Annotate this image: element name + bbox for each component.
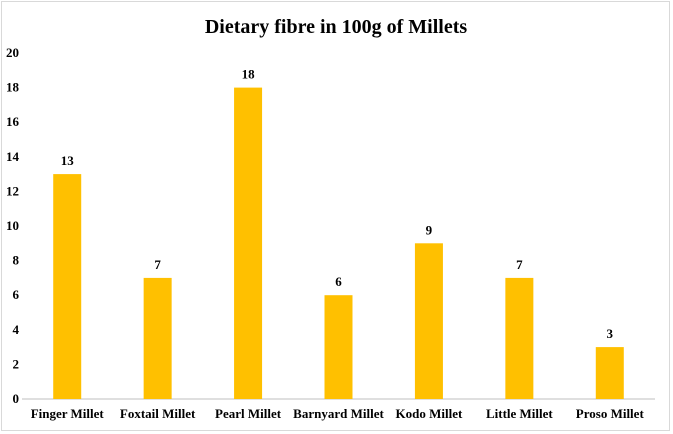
y-tick-label: 12 [6, 183, 19, 198]
y-tick-label: 14 [6, 149, 20, 164]
data-label: 13 [61, 153, 75, 168]
y-tick-label: 18 [6, 80, 20, 95]
bar [143, 277, 172, 399]
y-tick-label: 10 [6, 218, 19, 233]
data-label: 7 [154, 257, 161, 272]
category-label: Pearl Millet [215, 406, 282, 421]
bar [414, 243, 443, 399]
y-tick-label: 0 [13, 391, 20, 406]
y-tick-label: 2 [13, 356, 20, 371]
chart-title: Dietary fibre in 100g of Millets [205, 16, 468, 38]
category-label: Foxtail Millet [120, 406, 196, 421]
category-label: Proso Millet [576, 406, 645, 421]
data-label: 9 [426, 222, 433, 237]
y-tick-label: 16 [6, 114, 20, 129]
y-tick-label: 20 [6, 45, 19, 60]
y-tick-label: 4 [13, 322, 20, 337]
bar [595, 347, 624, 399]
y-axis-ticks: 0 2 4 6 8 10 12 14 16 18 20 [6, 45, 20, 406]
category-labels: Finger Millet Foxtail Millet Pearl Millet B… [31, 406, 645, 421]
bar [324, 295, 353, 399]
category-label: Barnyard Millet [293, 406, 384, 421]
y-tick-label: 8 [13, 253, 20, 268]
bar [505, 277, 534, 399]
bar [234, 87, 263, 399]
data-label: 7 [516, 257, 523, 272]
category-label: Finger Millet [31, 406, 105, 421]
y-tick-label: 6 [13, 287, 20, 302]
bar [53, 174, 82, 399]
bars [53, 87, 624, 399]
data-label: 18 [242, 67, 256, 82]
category-label: Kodo Millet [396, 406, 463, 421]
data-labels: 13 7 18 6 9 7 3 [61, 67, 614, 342]
data-label: 6 [335, 274, 342, 289]
data-label: 3 [607, 326, 614, 341]
category-label: Little Millet [486, 406, 553, 421]
